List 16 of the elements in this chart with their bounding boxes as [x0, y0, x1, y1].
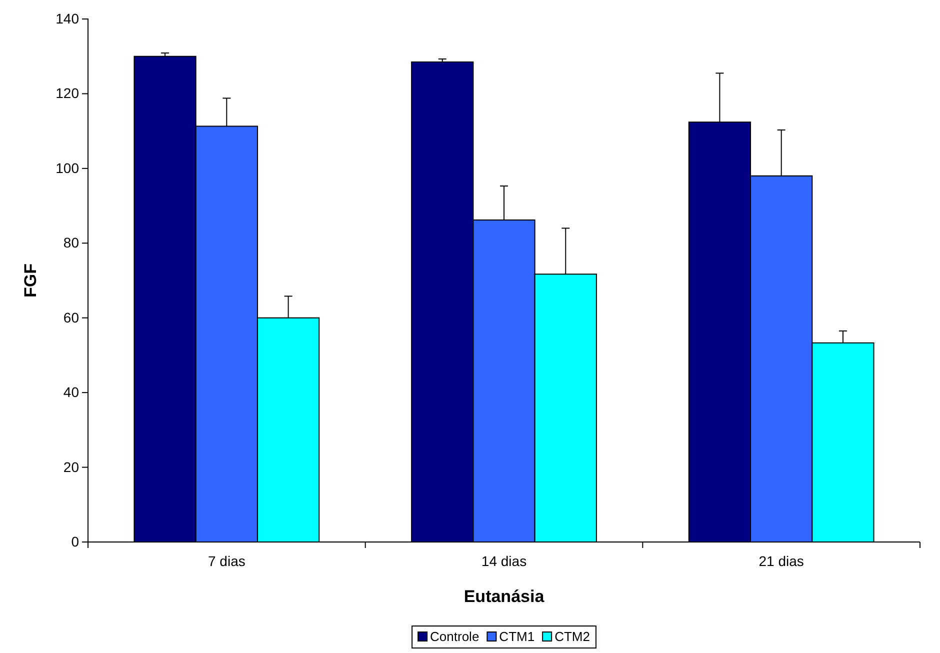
- legend-label: CTM1: [499, 629, 535, 644]
- x-tick-label: 7 dias: [208, 552, 246, 569]
- x-tick-label: 21 dias: [758, 552, 804, 569]
- y-axis-title: FGF: [21, 264, 40, 298]
- legend-label: Controle: [430, 629, 480, 644]
- legend-label: CTM2: [554, 629, 590, 644]
- y-tick-label: 100: [56, 160, 80, 176]
- y-tick-label: 60: [63, 309, 80, 326]
- y-tick-label: 80: [63, 234, 80, 251]
- y-tick-label: 20: [63, 458, 80, 475]
- y-tick-label: 40: [63, 384, 80, 400]
- y-tick-label: 140: [56, 10, 80, 26]
- x-axis-title: Eutanásia: [464, 587, 545, 606]
- y-tick-label: 0: [71, 533, 80, 550]
- y-tick-label: 120: [56, 85, 80, 102]
- x-tick-label: 14 dias: [481, 552, 527, 569]
